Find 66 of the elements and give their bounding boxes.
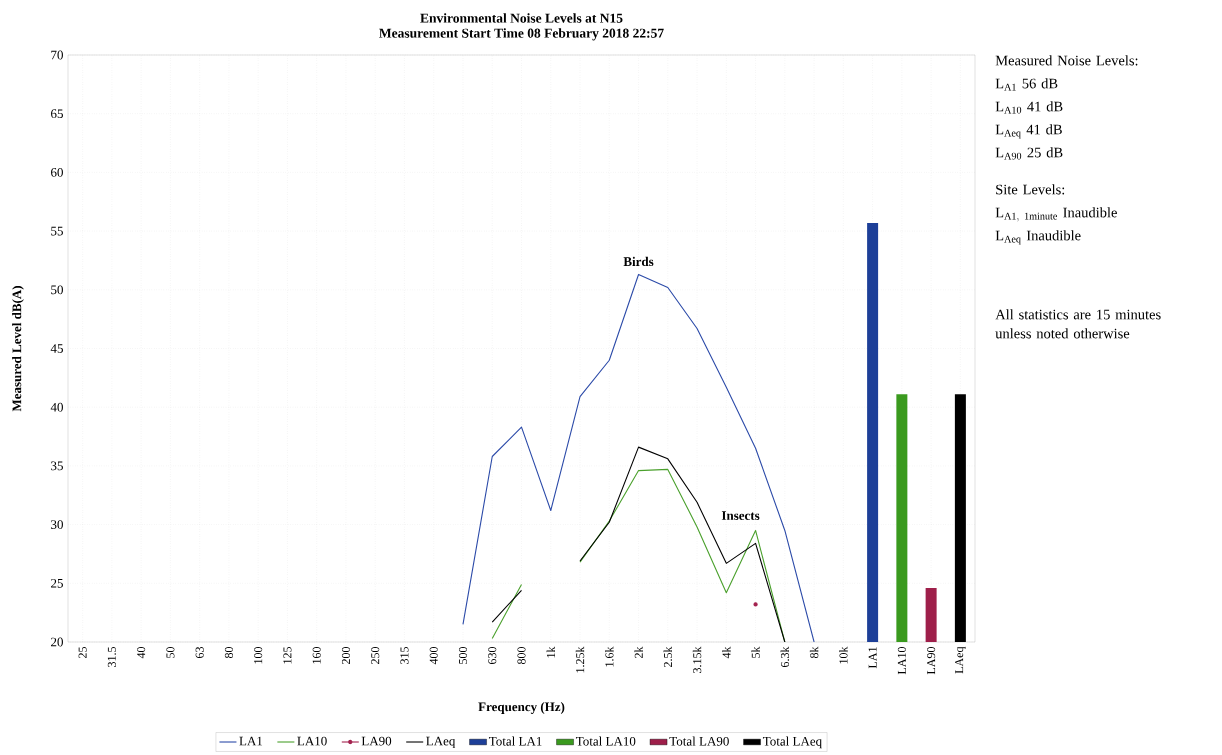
x-tick-label: 400: [429, 646, 438, 665]
x-tick-label: 125: [283, 647, 292, 664]
x-tick-label: 50: [166, 646, 175, 658]
y-tick-label: 50: [51, 285, 63, 295]
y-tick-label: 20: [51, 637, 63, 647]
legend-label: Total LAeq: [762, 736, 822, 749]
y-tick-label: 25: [51, 578, 63, 588]
x-tick-label: 1.6k: [605, 646, 614, 667]
line-series: [462, 273, 815, 642]
y-tick-label: 55: [51, 226, 63, 236]
x-tick-label: 8k: [809, 646, 819, 659]
legend-label: LAeq: [426, 736, 456, 749]
x-axis-title: Frequency (Hz): [478, 702, 565, 714]
text: L$_{A1}$ 56 dB: [995, 78, 1058, 91]
y-tick-label: 70: [51, 50, 63, 60]
x-tick-label: 40: [137, 646, 146, 659]
chart-title: Environmental Noise Levels at N15: [420, 13, 623, 23]
x-tick-label: 100: [254, 646, 263, 664]
x-tick-label: 2.5k: [663, 646, 673, 667]
x-tick-label: 80: [224, 646, 233, 659]
x-tick-label: 5k: [751, 646, 760, 658]
legend-label: LA90: [361, 736, 392, 746]
legend-label: Total LA1: [488, 736, 542, 746]
x-tick-label: LA1: [868, 647, 877, 669]
text: Measured Noise Levels:: [995, 55, 1138, 66]
x-tick-label: 4k: [722, 646, 731, 659]
text: $\mathrm{L_{A1,\ 1minute}\ Inaudible}$: [995, 207, 1117, 222]
annotation: Insects: [721, 511, 760, 520]
text: L$_{Aeq}$ 41 dB: [995, 124, 1062, 139]
x-tick-label: 200: [341, 646, 351, 664]
text: L$_{A90}$ 25 dB: [995, 147, 1063, 160]
y-tick-label: 40: [50, 402, 63, 412]
x-tick-label: 160: [312, 646, 321, 664]
y-tick-label: 65: [51, 109, 63, 119]
x-tick-label: 10k: [839, 646, 848, 664]
x-tick-label: 31.5: [107, 647, 116, 667]
x-tick-label: 25: [78, 647, 87, 658]
legend-label: Total LA10: [575, 736, 636, 746]
y-tick-label: 30: [51, 520, 63, 529]
x-tick-label: 3.15k: [692, 646, 702, 673]
x-tick-label: 630: [488, 646, 497, 665]
text: All statistics are 15 minutes unless noted otherwise: [995, 309, 1161, 339]
legend-label: LA1: [239, 736, 263, 746]
y-tick-label: 60: [51, 168, 63, 177]
x-tick-label: 1k: [546, 646, 555, 658]
text: L$_{A10}$ 41 dB: [995, 101, 1063, 114]
x-tick-label: 315: [400, 647, 409, 664]
x-tick-label: 2k: [634, 646, 643, 658]
chart-subtitle: Measurement Start Time 08 February 2018 22:57: [379, 28, 664, 41]
x-tick-label: LA90: [927, 646, 936, 675]
legend-label: LA10: [297, 736, 327, 746]
x-tick-label: 1.25k: [575, 646, 585, 673]
y-tick-label: 45: [50, 344, 63, 353]
x-tick-label: 250: [371, 646, 380, 664]
y-axis-title: Measured Level dB(A): [12, 286, 24, 412]
x-tick-label: LA10: [897, 646, 906, 675]
legend-label: Total LA90: [669, 736, 729, 746]
x-tick-label: 63: [195, 647, 204, 659]
y-tick-label: 35: [51, 461, 63, 471]
text: Site Levels:: [996, 184, 1065, 195]
x-tick-label: 6.3k: [780, 646, 790, 668]
annotation: Birds: [623, 256, 654, 266]
text: L$_{Aeq}$ Inaudible: [995, 230, 1081, 245]
x-tick-label: 500: [458, 646, 468, 664]
x-tick-label: LAeq: [955, 646, 966, 674]
x-tick-label: 800: [517, 646, 526, 665]
